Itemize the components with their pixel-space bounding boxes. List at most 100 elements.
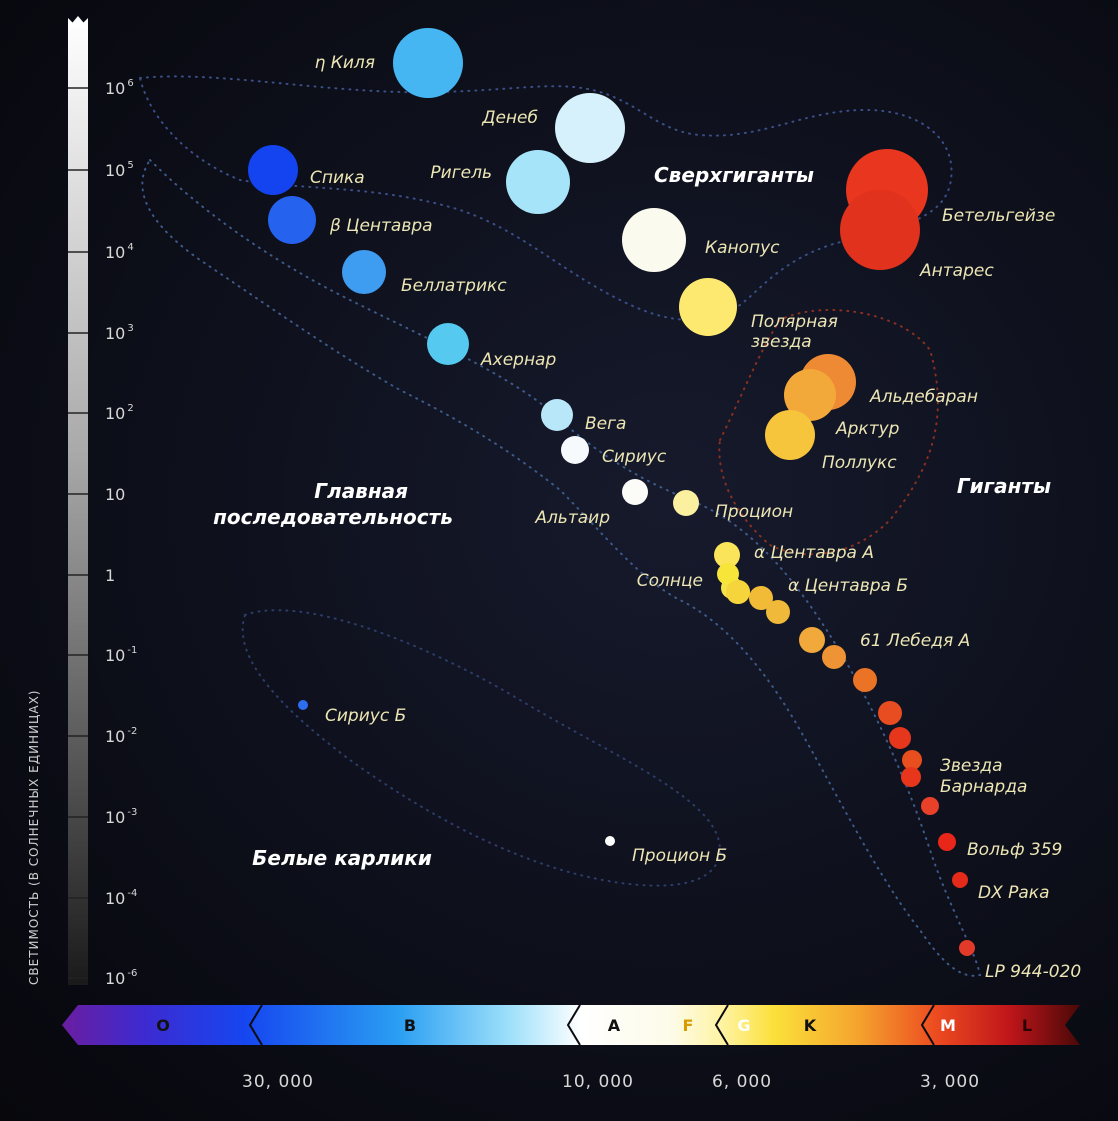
- region-labels-layer: Сверхгиганты Гиганты Главнаяпоследовательн…: [213, 163, 1051, 870]
- temperature-tick-label: 10, 000: [562, 1072, 634, 1092]
- star-label: Вольф 359: [967, 840, 1062, 860]
- star-point: [714, 542, 740, 568]
- star-label: Сириус Б: [325, 706, 406, 726]
- star-label: β Центавра: [329, 216, 433, 236]
- star-label: Альтаир: [534, 508, 610, 528]
- region-label: Сверхгиганты: [654, 163, 814, 187]
- y-tick-label: 10 5: [105, 160, 134, 180]
- star-label: α Центавра А: [754, 543, 874, 563]
- star-label: Вега: [585, 414, 626, 434]
- star-label: Беллатрикс: [401, 276, 507, 296]
- y-tick-label: 10 -1: [105, 645, 137, 665]
- star-point: [561, 436, 589, 464]
- temperature-ticks: 30, 000 10, 000 6, 000 3, 000: [242, 1072, 980, 1092]
- star-point: [878, 701, 902, 725]
- star-label: η Киля: [315, 53, 375, 73]
- region-label: Гиганты: [957, 474, 1051, 498]
- region-label: последовательность: [213, 505, 453, 529]
- y-axis-title: СВЕТИМОСТЬ (В СОЛНЕЧНЫХ ЕДИНИЦАХ): [27, 690, 41, 985]
- star-label: DX Рака: [978, 883, 1050, 903]
- region-label: Главная: [314, 479, 408, 503]
- luminosity-arrow: [68, 18, 88, 985]
- star-point: [506, 150, 570, 214]
- y-tick-label: 1: [105, 566, 115, 585]
- star-point: [766, 600, 790, 624]
- stars-layer: [248, 28, 975, 956]
- star-point: [749, 586, 773, 610]
- spectral-class-bar: [62, 1005, 1080, 1045]
- star-point: [555, 93, 625, 163]
- star-point: [901, 767, 921, 787]
- star-label: Канопус: [705, 238, 780, 258]
- star-point: [622, 208, 686, 272]
- star-label: LP 944-020: [985, 962, 1081, 982]
- spectral-class-label: K: [804, 1016, 817, 1035]
- star-label: 61 Лебедя А: [860, 631, 970, 651]
- star-point: [959, 940, 975, 956]
- y-tick-label: 10 -3: [105, 807, 137, 827]
- star-point: [679, 278, 737, 336]
- supergiants-outline: [139, 75, 953, 321]
- star-label: Ригель: [430, 163, 492, 183]
- y-tick-label: 10 4: [105, 242, 134, 262]
- star-point: [427, 323, 469, 365]
- star-point: [889, 727, 911, 749]
- star-point: [822, 645, 846, 669]
- star-point: [717, 563, 739, 585]
- star-labels-layer: η Киля Денеб Ригель Спика β Центавра Канопус Б…: [310, 53, 1081, 982]
- star-label: Бетельгейзе: [942, 206, 1055, 226]
- star-point: [938, 833, 956, 851]
- spectral-class-label: O: [156, 1016, 170, 1035]
- star-label: Звезда: [940, 756, 1003, 776]
- star-label: звезда: [751, 332, 812, 352]
- star-point: [765, 410, 815, 460]
- star-label: Процион: [715, 502, 793, 522]
- star-point: [268, 196, 316, 244]
- star-label: α Центавра Б: [788, 576, 908, 596]
- star-point: [784, 369, 836, 421]
- star-label: Солнце: [637, 571, 703, 591]
- y-tick-label: 10 -2: [105, 726, 137, 746]
- spectral-class-label: A: [608, 1016, 621, 1035]
- spectral-class-label: M: [940, 1016, 956, 1035]
- star-label: Поллукс: [822, 453, 897, 473]
- star-label: Арктур: [835, 419, 900, 439]
- y-tick-label: 10 -6: [105, 968, 137, 988]
- giants-outline: [718, 309, 939, 556]
- star-point: [605, 836, 615, 846]
- spectral-class-label: G: [737, 1016, 750, 1035]
- spectral-class-label: L: [1022, 1016, 1032, 1035]
- main-sequence-outline: [141, 159, 982, 977]
- star-point: [853, 668, 877, 692]
- star-point: [799, 627, 825, 653]
- star-label: Альдебаран: [869, 387, 978, 407]
- class-separators: [248, 1004, 935, 1046]
- star-point: [622, 479, 648, 505]
- spectral-class-label: F: [683, 1016, 694, 1035]
- star-point: [726, 580, 750, 604]
- star-label: Спика: [310, 168, 365, 188]
- star-point: [541, 399, 573, 431]
- star-point: [248, 145, 298, 195]
- star-point: [342, 250, 386, 294]
- star-label: Ахернар: [480, 350, 556, 370]
- star-label: Полярная: [751, 312, 838, 332]
- temperature-tick-label: 6, 000: [712, 1072, 772, 1092]
- star-point: [902, 750, 922, 770]
- star-point: [921, 797, 939, 815]
- spectral-class-label: B: [404, 1016, 416, 1035]
- y-tick-label: 10: [105, 485, 125, 504]
- star-point: [673, 490, 699, 516]
- y-tick-label: 10 3: [105, 323, 134, 343]
- temperature-tick-label: 3, 000: [920, 1072, 980, 1092]
- region-label: Белые карлики: [252, 846, 432, 870]
- luminosity-arrow-head: [68, 16, 88, 28]
- star-label: Денеб: [481, 108, 538, 128]
- star-label: Сириус: [602, 447, 667, 467]
- star-point: [952, 872, 968, 888]
- y-tick-label: 10 2: [105, 403, 134, 423]
- star-label: Барнарда: [940, 777, 1027, 797]
